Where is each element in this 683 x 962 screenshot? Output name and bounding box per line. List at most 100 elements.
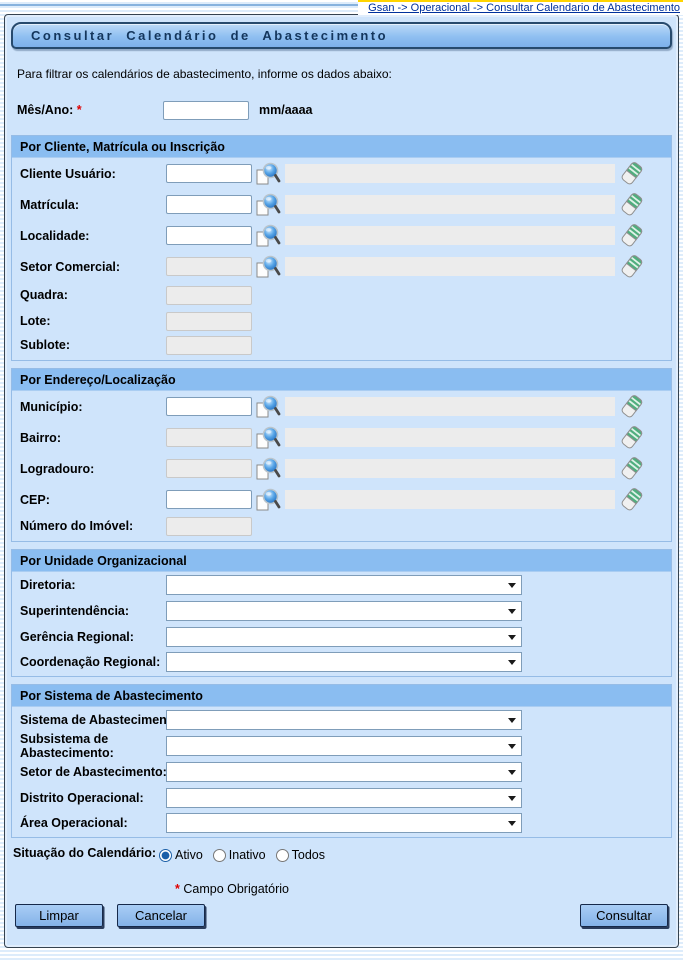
cep-input[interactable] [166, 490, 252, 509]
cliente-usuario-display [285, 164, 615, 183]
radio-ativo[interactable] [159, 849, 172, 862]
bairro-input [166, 428, 252, 447]
section-unidade-title: Por Unidade Organizacional [12, 550, 671, 572]
search-icon[interactable] [255, 395, 281, 418]
section-endereco-title: Por Endereço/Localização [12, 369, 671, 391]
section-unidade-organizacional: Por Unidade Organizacional Diretoria: Su… [11, 549, 672, 677]
section-cliente: Por Cliente, Matrícula ou Inscrição Clie… [11, 135, 672, 361]
bairro-label: Bairro: [20, 430, 61, 445]
intro-text: Para filtrar os calendários de abastecim… [17, 67, 392, 81]
numero-imovel-input [166, 516, 252, 536]
matricula-label: Matrícula: [20, 197, 80, 212]
distrito-operacional-select[interactable] [167, 789, 521, 807]
sublote-input [166, 335, 252, 355]
eraser-icon[interactable] [621, 161, 644, 186]
field-row-matricula: Matrícula: [12, 189, 671, 220]
field-row-cep: CEP: [12, 484, 671, 515]
cliente-usuario-label: Cliente Usuário: [20, 166, 116, 181]
field-row-area-operacional: Área Operacional: [12, 811, 671, 837]
section-cliente-title: Por Cliente, Matrícula ou Inscrição [12, 136, 671, 158]
eraser-icon[interactable] [621, 456, 644, 481]
area-operacional-label: Área Operacional: [20, 815, 128, 830]
required-asterisk: * [175, 882, 180, 896]
eraser-icon[interactable] [621, 254, 644, 279]
radio-ativo-label[interactable]: Ativo [175, 848, 203, 862]
radio-todos[interactable] [275, 849, 289, 862]
subsistema-abastecimento-label: Subsistema de Abastecimento: [20, 732, 114, 760]
field-row-bairro: Bairro: [12, 422, 671, 453]
matricula-display [285, 195, 615, 214]
localidade-display [285, 226, 615, 245]
sistema-abastecimento-select-wrap [166, 710, 522, 730]
field-row-distrito-operacional: Distrito Operacional: [12, 785, 671, 811]
superintendencia-label: Superintendência: [20, 604, 130, 618]
bairro-display [285, 428, 615, 447]
radio-inativo[interactable] [212, 849, 226, 862]
gerencia-regional-select[interactable] [167, 628, 521, 646]
field-row-mes-ano: Mês/Ano: * mm/aaaa [17, 97, 678, 123]
coordenacao-regional-label: Coordenação Regional: [20, 654, 161, 669]
diretoria-select[interactable] [167, 576, 521, 594]
municipio-input[interactable] [166, 397, 252, 416]
eraser-icon[interactable] [621, 223, 644, 248]
sistema-abastecimento-label: Sistema de Abastecimento: [20, 713, 183, 727]
field-row-coordenacao-regional: Coordenação Regional: [12, 650, 671, 676]
field-row-setor-comercial: Setor Comercial: [12, 251, 671, 282]
diretoria-label: Diretoria: [20, 578, 76, 592]
setor-abastecimento-select[interactable] [167, 763, 521, 781]
search-icon[interactable] [255, 224, 281, 247]
radio-inativo-label[interactable]: Inativo [228, 848, 266, 862]
search-icon[interactable] [255, 193, 281, 216]
setor-comercial-display [285, 257, 615, 276]
limpar-button[interactable]: Limpar [15, 904, 103, 927]
consultar-button[interactable]: Consultar [580, 904, 668, 927]
radio-todos-label[interactable]: Todos [291, 848, 325, 862]
sistema-abastecimento-select[interactable] [167, 711, 521, 729]
diretoria-select-wrap [166, 575, 522, 595]
cep-label: CEP: [20, 492, 50, 507]
field-row-subsistema-abastecimento: Subsistema de Abastecimento: [12, 732, 671, 760]
search-icon[interactable] [255, 426, 281, 449]
matricula-input[interactable] [166, 195, 252, 214]
subsistema-abastecimento-select[interactable] [167, 737, 521, 755]
logradouro-input [166, 459, 252, 478]
section-sistema-abastecimento: Por Sistema de Abastecimento Sistema de … [11, 684, 672, 838]
area-operacional-select[interactable] [167, 813, 521, 832]
field-row-gerencia-regional: Gerência Regional: [12, 624, 671, 650]
municipio-display [285, 397, 615, 416]
situacao-calendario-label: Situação do Calendário: [13, 846, 157, 860]
eraser-icon[interactable] [621, 425, 644, 450]
eraser-icon[interactable] [621, 487, 644, 512]
cancelar-button[interactable]: Cancelar [117, 904, 205, 927]
search-icon[interactable] [255, 457, 281, 480]
superintendencia-select-wrap [166, 601, 522, 621]
lote-input [166, 311, 252, 331]
area-operacional-select-wrap [166, 812, 522, 833]
required-asterisk: * [76, 103, 82, 117]
numero-imovel-label: Número do Imóvel: [20, 519, 134, 533]
eraser-icon[interactable] [621, 192, 644, 217]
municipio-label: Município: [20, 399, 83, 414]
field-row-quadra: Quadra: [12, 282, 671, 308]
cliente-usuario-input[interactable] [166, 164, 252, 183]
button-row: Limpar Cancelar Consultar [15, 904, 668, 927]
mes-ano-input[interactable] [163, 100, 249, 120]
field-row-localidade: Localidade: [12, 220, 671, 251]
gerencia-regional-label: Gerência Regional: [20, 630, 134, 644]
field-row-sistema-abastecimento: Sistema de Abastecimento: [12, 707, 671, 733]
search-icon[interactable] [255, 255, 281, 278]
field-row-cliente-usuario: Cliente Usuário: [12, 158, 671, 189]
mes-ano-format-hint: mm/aaaa [259, 103, 313, 117]
quadra-input [166, 285, 252, 305]
search-icon[interactable] [255, 488, 281, 511]
search-icon[interactable] [255, 162, 281, 185]
field-row-situacao-calendario: Situação do Calendário: Ativo Inativo To… [13, 846, 678, 862]
setor-comercial-input [166, 257, 252, 276]
localidade-input[interactable] [166, 226, 252, 245]
setor-abastecimento-label: Setor de Abastecimento: [20, 765, 167, 779]
eraser-icon[interactable] [621, 394, 644, 419]
breadcrumb-link[interactable]: Gsan -> Operacional -> Consultar Calenda… [368, 2, 680, 14]
mes-ano-label: Mês/Ano: * [17, 103, 163, 117]
coordenacao-regional-select[interactable] [167, 652, 521, 671]
superintendencia-select[interactable] [167, 602, 521, 620]
